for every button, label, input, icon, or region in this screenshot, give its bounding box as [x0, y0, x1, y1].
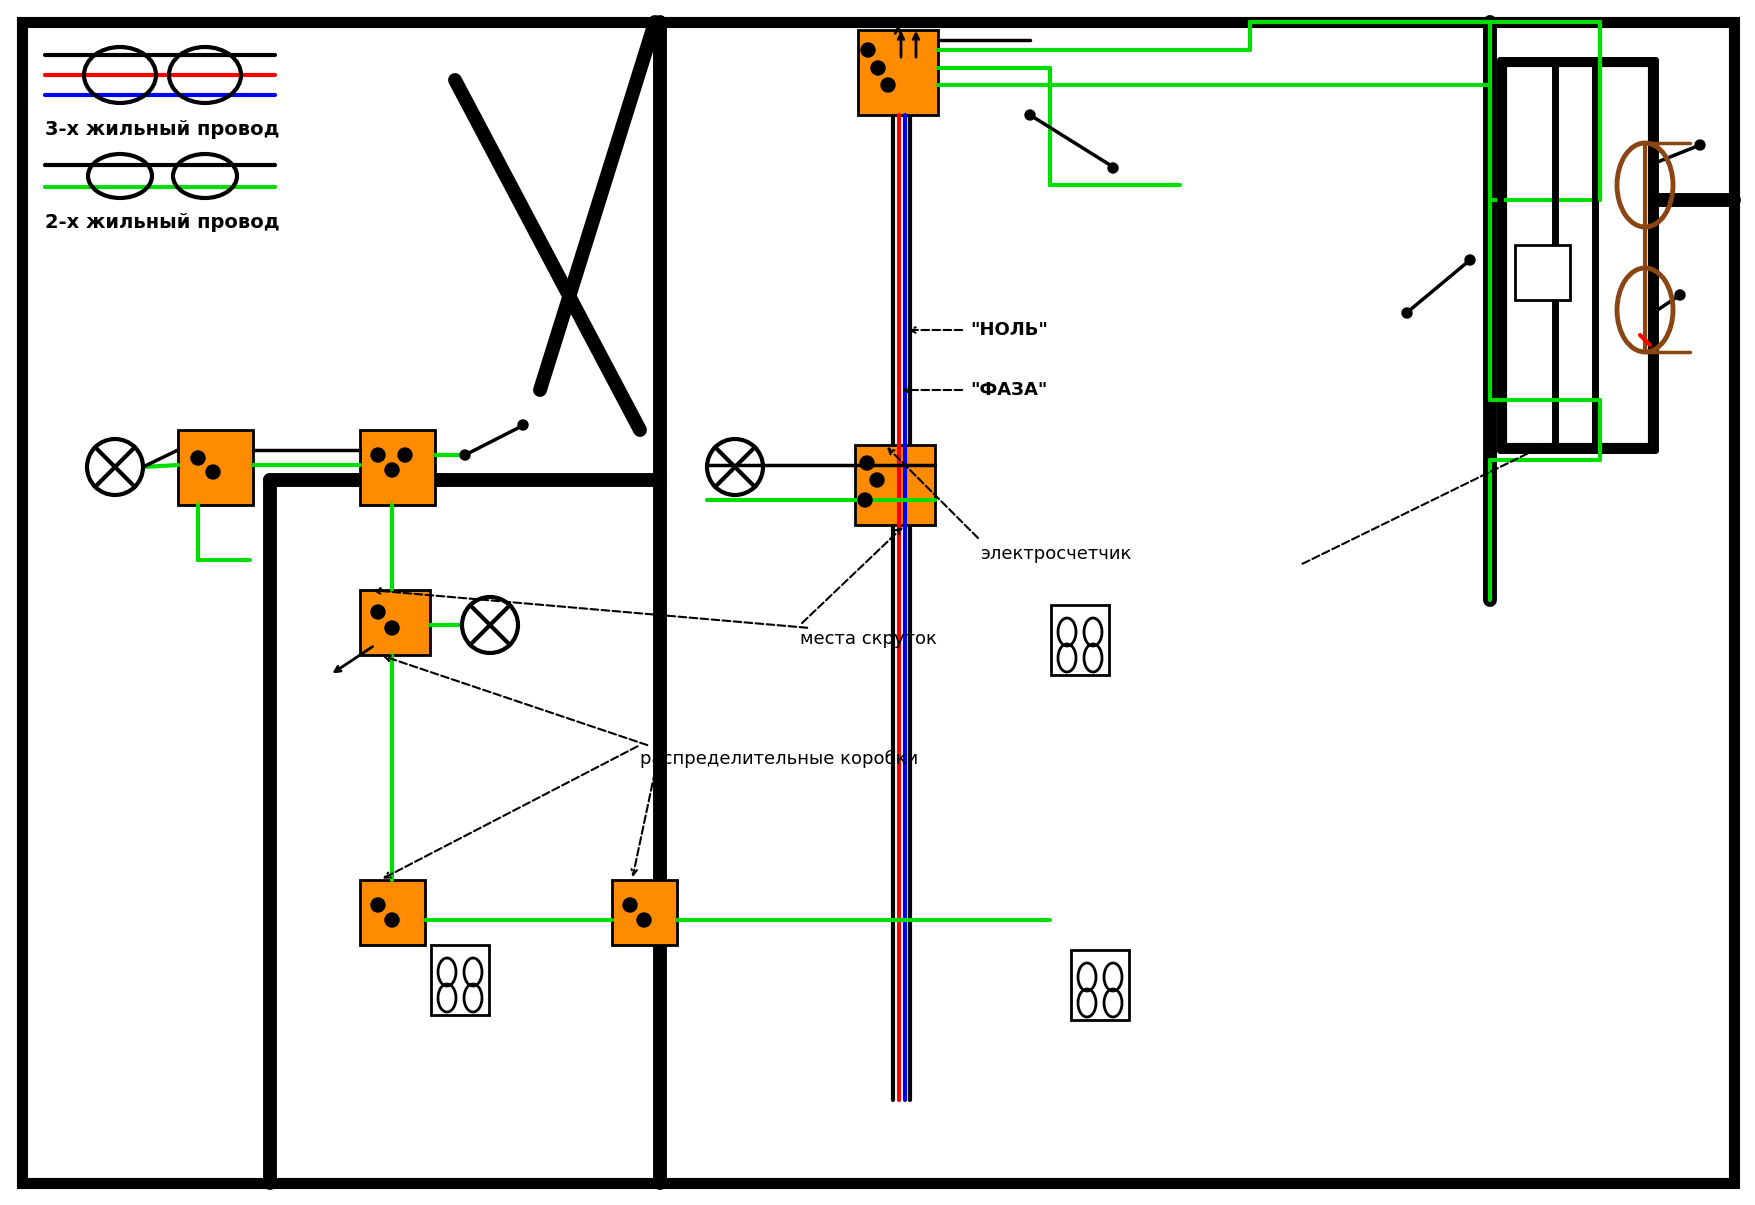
Text: места скруток: места скруток: [800, 630, 937, 648]
Circle shape: [860, 43, 874, 57]
Circle shape: [1400, 308, 1411, 318]
Circle shape: [205, 465, 219, 480]
Circle shape: [460, 449, 470, 460]
Bar: [612, 880, 677, 945]
Circle shape: [398, 448, 412, 462]
Bar: [360, 590, 430, 656]
Bar: [360, 430, 435, 505]
Circle shape: [1464, 255, 1474, 265]
Bar: [430, 945, 488, 1015]
Circle shape: [370, 448, 384, 462]
Circle shape: [637, 913, 651, 927]
Circle shape: [1674, 290, 1685, 300]
Circle shape: [384, 913, 398, 927]
Circle shape: [869, 474, 883, 487]
Circle shape: [623, 898, 637, 912]
Bar: [858, 30, 937, 114]
Text: 3-х жильный провод: 3-х жильный провод: [46, 120, 279, 139]
Circle shape: [370, 898, 384, 912]
Bar: [1051, 605, 1109, 675]
Bar: [1504, 65, 1650, 445]
Circle shape: [370, 605, 384, 619]
Circle shape: [518, 421, 528, 430]
Circle shape: [860, 455, 874, 470]
Circle shape: [881, 78, 895, 92]
Circle shape: [858, 493, 872, 507]
Text: распределительные коробки: распределительные коробки: [639, 750, 918, 769]
Circle shape: [384, 621, 398, 635]
Bar: [177, 430, 253, 505]
Circle shape: [1694, 140, 1704, 149]
Bar: [855, 445, 934, 525]
Text: электросчетчик: электросчетчик: [979, 545, 1130, 563]
Circle shape: [1025, 110, 1034, 121]
Circle shape: [870, 61, 885, 75]
Circle shape: [191, 451, 205, 465]
Bar: [1515, 245, 1569, 300]
Bar: [1071, 950, 1128, 1019]
Bar: [360, 880, 425, 945]
Circle shape: [384, 463, 398, 477]
Circle shape: [1107, 163, 1118, 174]
Text: 2-х жильный провод: 2-х жильный провод: [46, 213, 279, 233]
Text: "ФАЗА": "ФАЗА": [969, 381, 1046, 399]
Text: "НОЛЬ": "НОЛЬ": [969, 321, 1048, 339]
